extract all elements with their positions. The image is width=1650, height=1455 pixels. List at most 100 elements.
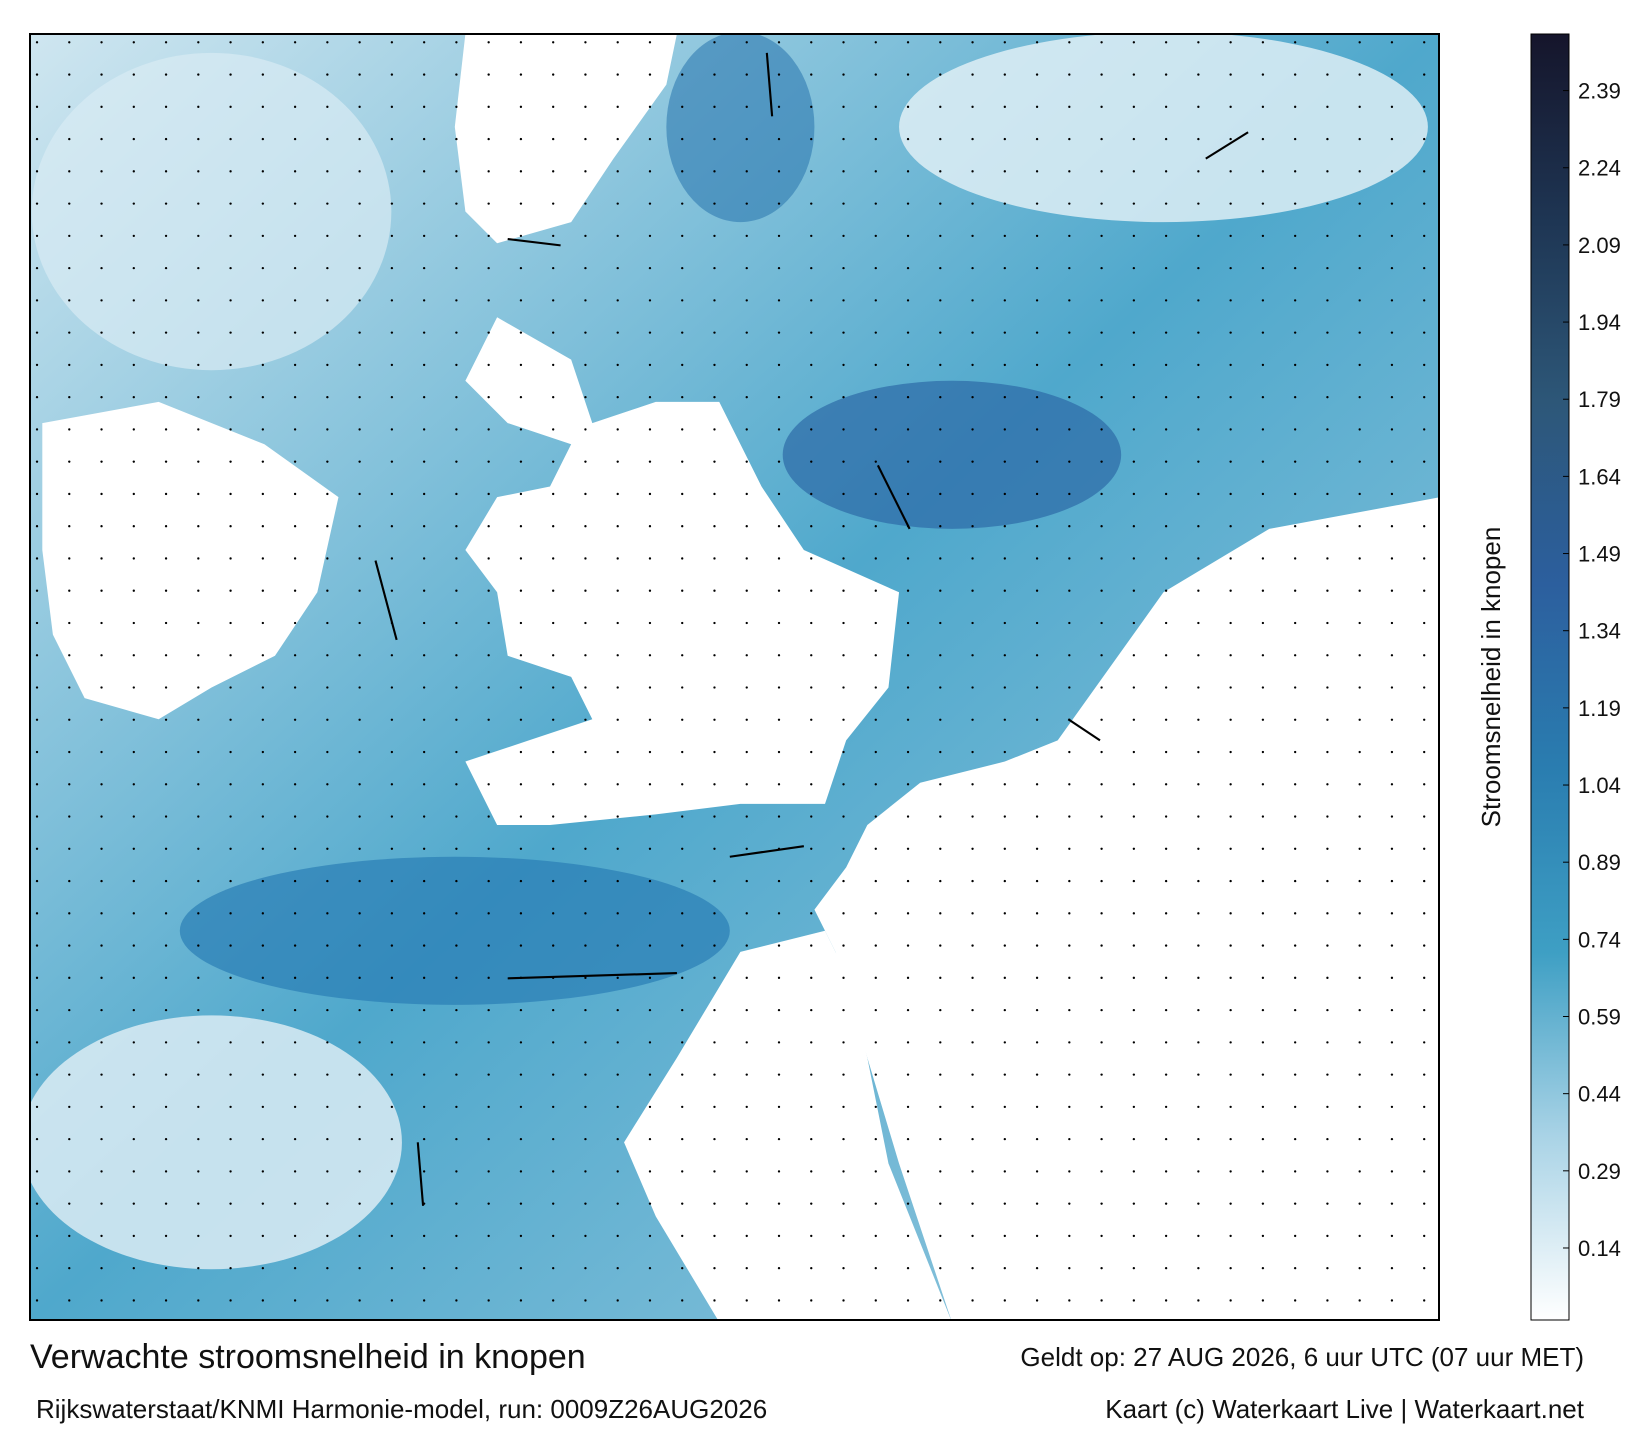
grid-dot (906, 363, 910, 367)
grid-dot (326, 718, 329, 721)
grid-dot (777, 1299, 781, 1302)
grid-dot (874, 41, 877, 44)
grid-dot (326, 428, 329, 431)
grid-dot (519, 331, 523, 334)
grid-dot (1197, 686, 1200, 689)
arrow (416, 1142, 425, 1206)
grid-dot (648, 331, 652, 334)
grid-dot (906, 1041, 910, 1044)
grid-dot (100, 202, 103, 205)
grid-dot (229, 815, 232, 818)
grid-dot (616, 1202, 619, 1205)
grid-dot (777, 1234, 781, 1238)
grid-dot (197, 718, 200, 721)
grid-dot (358, 492, 361, 496)
grid-dot (132, 1267, 135, 1270)
grid-dot (68, 944, 71, 947)
grid-dot (326, 976, 329, 980)
grid-dot (1100, 1170, 1103, 1173)
grid-dot (552, 589, 555, 592)
grid-dot (681, 1008, 684, 1012)
grid-dot (293, 170, 297, 173)
grid-dot (68, 266, 71, 270)
grid-dot (1100, 396, 1103, 399)
grid-dot (293, 557, 297, 560)
grid-dot (422, 557, 426, 560)
grid-dot (132, 912, 135, 915)
grid-dot (1132, 1267, 1136, 1270)
arrow (876, 464, 911, 530)
grid-dot (1390, 718, 1394, 721)
grid-dot (842, 202, 845, 205)
grid-dot (519, 944, 523, 947)
grid-dot (745, 557, 748, 560)
grid-dot (519, 718, 523, 721)
grid-dot (745, 137, 748, 141)
grid-dot (971, 1267, 974, 1270)
grid-dot (293, 686, 297, 689)
grid-dot (842, 976, 845, 980)
grid-dot (229, 105, 232, 108)
grid-dot (1326, 492, 1329, 496)
grid-dot (906, 396, 910, 399)
grid-dot (842, 718, 845, 721)
grid-dot (1326, 331, 1329, 334)
grid-dot (971, 525, 974, 528)
grid-dot (229, 363, 232, 367)
grid-dot (261, 976, 265, 980)
grid-dot (1358, 847, 1361, 850)
grid-dot (422, 234, 426, 238)
grid-dot (326, 847, 329, 850)
grid-dot (422, 1234, 426, 1238)
grid-dot (293, 976, 297, 980)
grid-dot (132, 944, 135, 947)
grid-dot (648, 1008, 652, 1012)
grid-dot (390, 1105, 394, 1109)
grid-dot (810, 847, 813, 850)
grid-dot (261, 1202, 265, 1205)
grid-dot (455, 1041, 458, 1044)
grid-dot (422, 1170, 426, 1173)
grid-dot (1358, 1008, 1361, 1012)
grid-dot (1229, 460, 1232, 463)
grid-dot (1035, 976, 1039, 980)
grid-dot (1100, 815, 1103, 818)
grid-dot (713, 718, 716, 721)
grid-dot (1035, 170, 1039, 173)
grid-dot (584, 105, 587, 108)
grid-dot (1326, 718, 1329, 721)
grid-dot (100, 492, 103, 496)
grid-dot (68, 879, 71, 883)
grid-dot (1326, 202, 1329, 205)
grid-dot (1035, 1234, 1039, 1238)
grid-dot (906, 847, 910, 850)
grid-dot (906, 137, 910, 141)
grid-dot (326, 815, 329, 818)
grid-dot (616, 718, 619, 721)
grid-dot (745, 202, 748, 205)
grid-dot (1293, 621, 1297, 625)
grid-dot (1358, 976, 1361, 980)
grid-dot (874, 847, 877, 850)
grid-dot (422, 815, 426, 818)
grid-dot (293, 1105, 297, 1109)
grid-dot (487, 1170, 490, 1173)
grid-dot (1197, 944, 1200, 947)
grid-dot (358, 1137, 361, 1141)
grid-dot (1035, 1170, 1039, 1173)
colorbar (1530, 33, 1570, 1321)
grid-dot (132, 1073, 135, 1076)
grid-dot (261, 363, 265, 367)
grid-dot (487, 525, 490, 528)
grid-dot (777, 1073, 781, 1076)
grid-dot (939, 396, 942, 399)
grid-dot (390, 1267, 394, 1270)
grid-dot (1132, 1073, 1136, 1076)
grid-dot (229, 912, 232, 915)
grid-dot (132, 654, 135, 657)
grid-dot (164, 654, 168, 657)
grid-dot (648, 686, 652, 689)
grid-dot (197, 847, 200, 850)
grid-dot (132, 783, 135, 786)
grid-dot (132, 686, 135, 689)
